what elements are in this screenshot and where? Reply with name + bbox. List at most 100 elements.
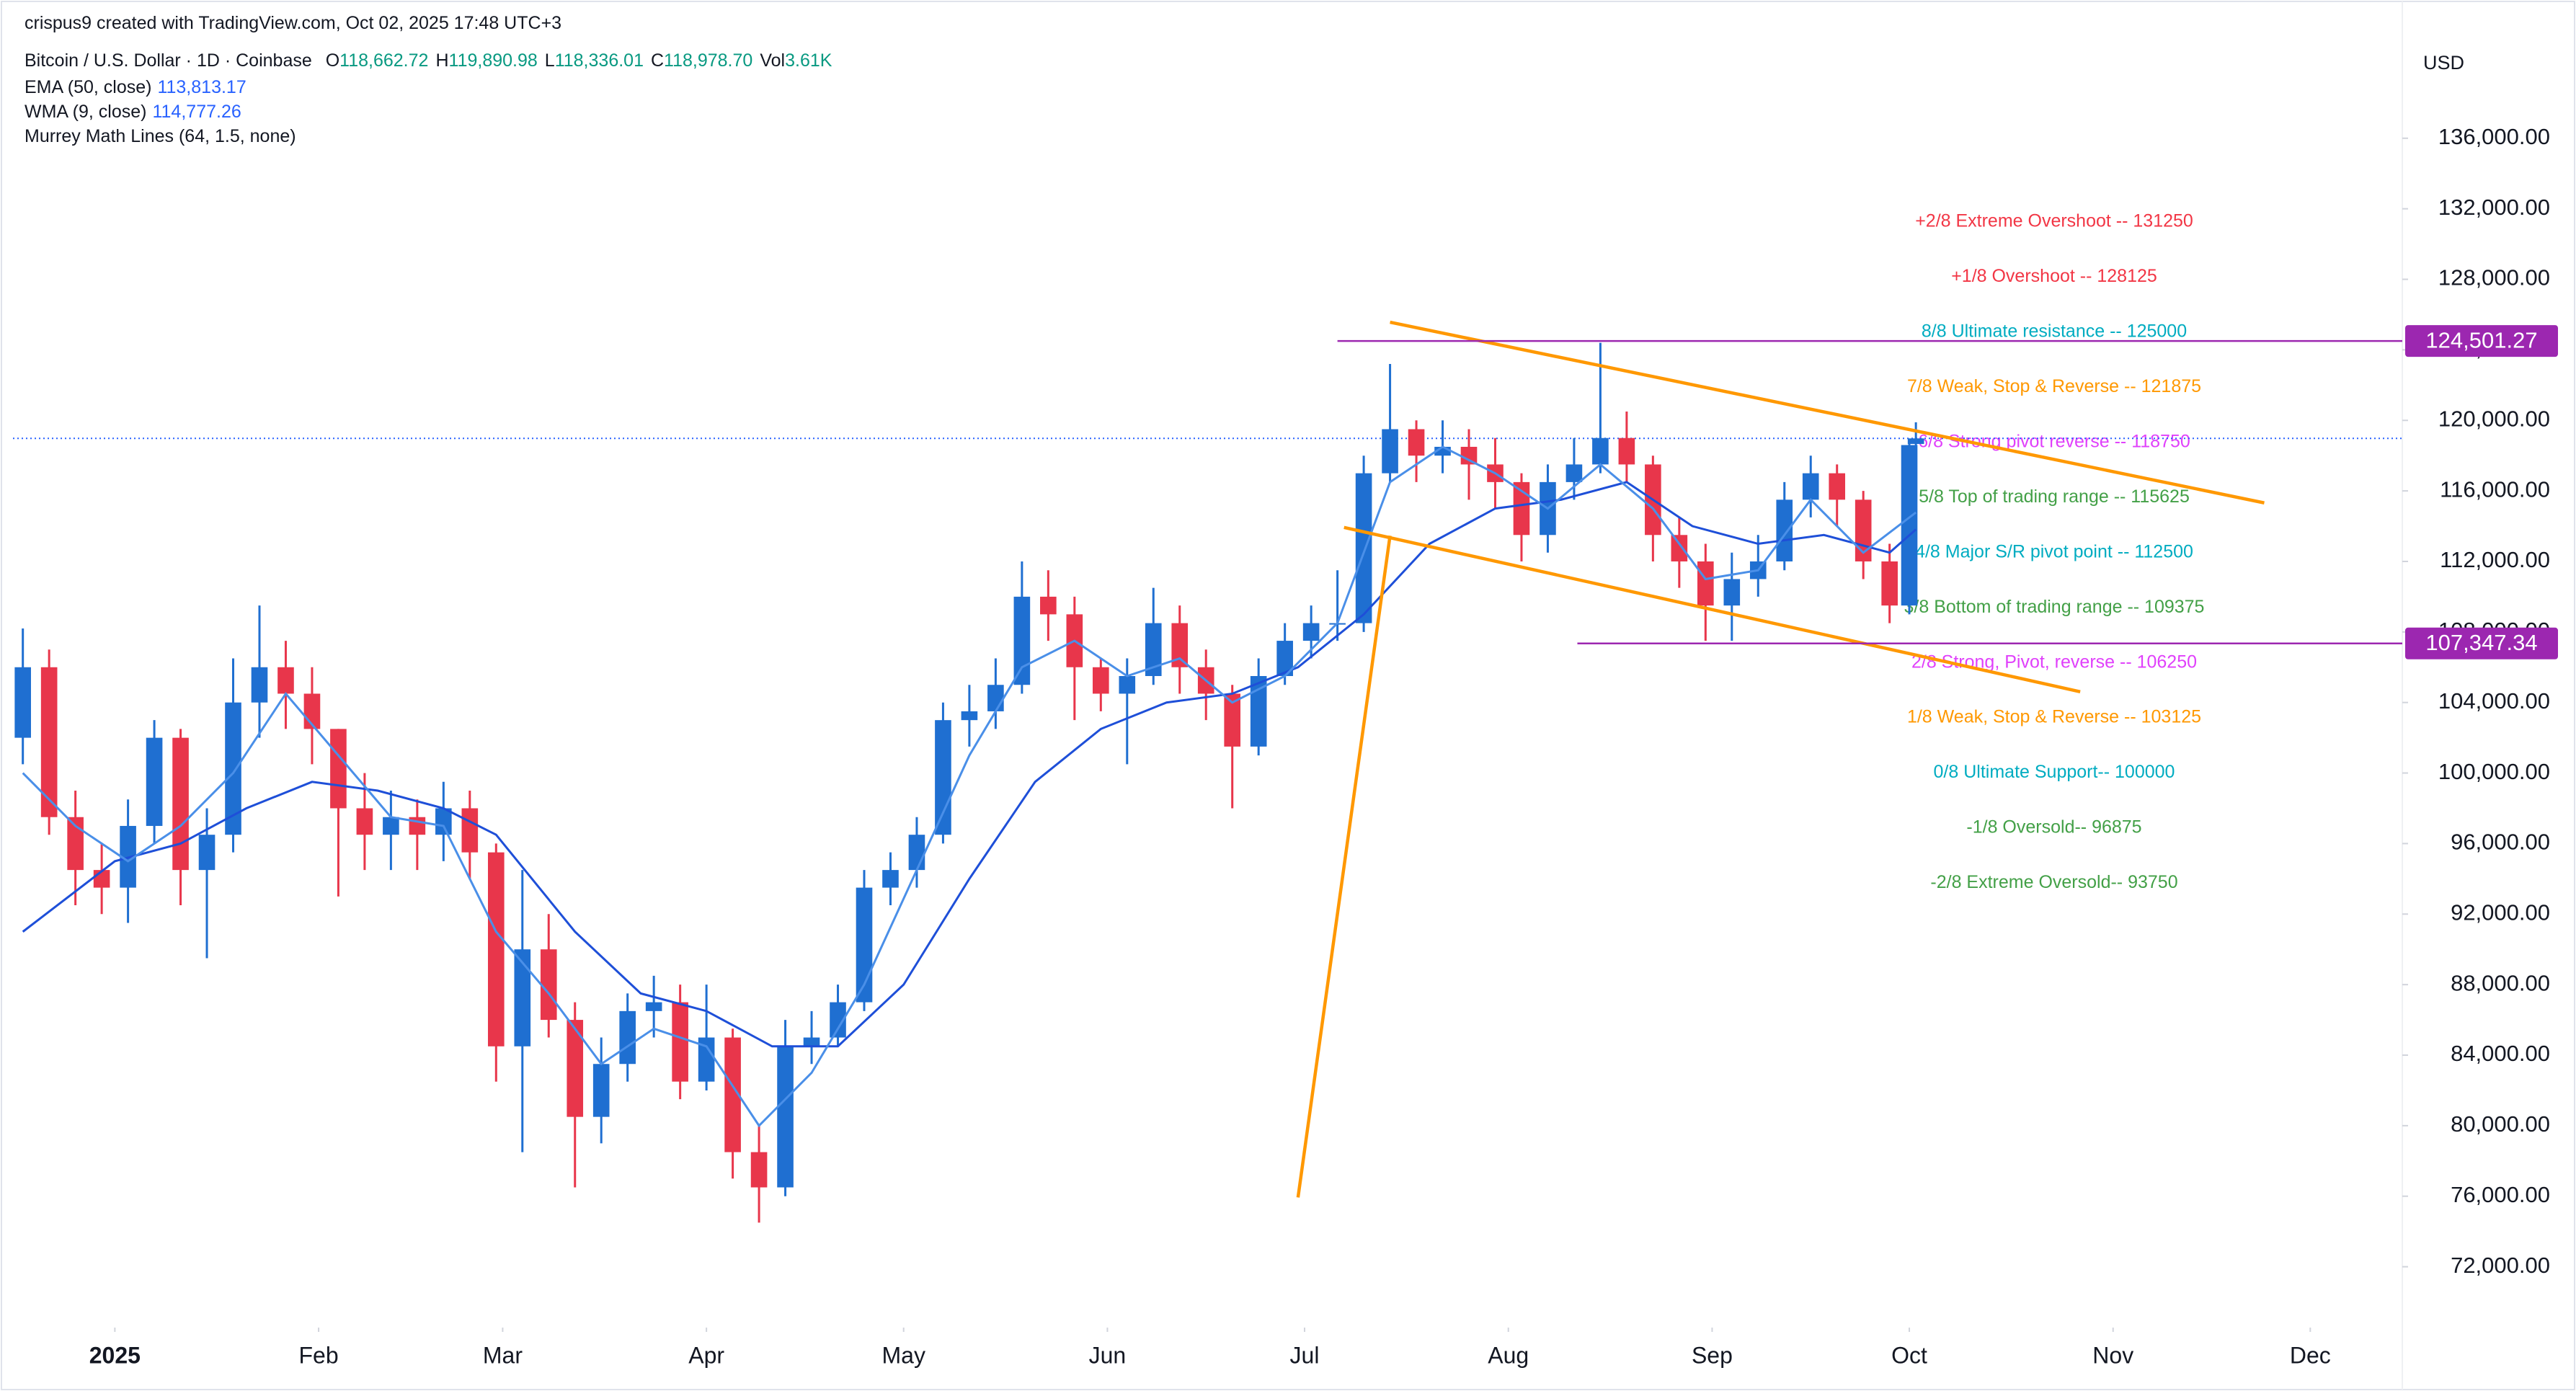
- candle-body: [935, 720, 951, 835]
- plot: +2/8 Extreme Overshoot -- 131250 +1/8 Ove…: [13, 211, 2402, 1223]
- candle-body: [567, 1020, 584, 1117]
- x-tick-label: Sep: [1692, 1342, 1733, 1368]
- ohlc-label: H: [435, 50, 449, 71]
- ohlc-label: Vol: [760, 50, 786, 71]
- candle-body: [40, 667, 58, 817]
- y-tick-label: 112,000.00: [2440, 547, 2550, 572]
- murrey-level: 3/8 Bottom of trading range -- 109375: [1904, 597, 2205, 617]
- murrey-level: 8/8 Ultimate resistance -- 125000: [1922, 321, 2187, 342]
- candle-body: [1565, 464, 1583, 482]
- moving-average: [22, 481, 1917, 1048]
- x-tick-label: 2025: [89, 1342, 141, 1368]
- y-tick-label: 136,000.00: [2438, 124, 2550, 149]
- ohlc-value: 118,978.70: [664, 50, 753, 71]
- symbol-line: Bitcoin / U.S. Dollar · 1D · Coinbase O 1…: [25, 50, 839, 71]
- candle-body: [1171, 623, 1189, 667]
- indicator-name: WMA (9, close): [25, 102, 147, 122]
- candle-body: [908, 835, 925, 871]
- candle-body: [383, 817, 399, 835]
- candle-body: [67, 817, 84, 871]
- candle-body: [146, 737, 163, 826]
- candle-body: [1040, 596, 1057, 615]
- candle-body: [672, 1002, 688, 1082]
- murrey-level: -2/8 Extreme Oversold-- 93750: [1930, 872, 2177, 892]
- candle-body: [619, 1010, 636, 1065]
- x-tick-label: Jun: [1089, 1342, 1127, 1368]
- candle-body: [698, 1037, 715, 1082]
- candle-body: [1092, 667, 1109, 694]
- candle-body: [777, 1046, 794, 1188]
- y-tick-label: 96,000.00: [2451, 830, 2550, 855]
- candle-body: [1355, 473, 1372, 623]
- candle-body: [645, 1002, 662, 1011]
- y-tick-label: 104,000.00: [2438, 688, 2550, 714]
- x-tick-label: Apr: [688, 1342, 724, 1368]
- candle-body: [1460, 446, 1478, 465]
- x-tick-label: Feb: [298, 1342, 338, 1368]
- indicator: Murrey Math Lines (64, 1.5, none): [25, 124, 296, 148]
- candle-body: [830, 1002, 846, 1038]
- candle-body: [356, 808, 373, 835]
- candle-body: [1723, 579, 1741, 606]
- murrey-level: +1/8 Overshoot -- 128125: [1951, 266, 2157, 286]
- price-label-box: [2405, 325, 2558, 357]
- trendline: [1343, 525, 2081, 693]
- murrey-level: -1/8 Oversold-- 96875: [1966, 817, 2141, 837]
- y-tick-label: 132,000.00: [2438, 195, 2550, 220]
- candle-body: [277, 667, 294, 694]
- candle-body: [1776, 499, 1793, 561]
- trendline: [1296, 535, 1392, 1198]
- indicator: WMA (9, close) 114,777.26: [25, 99, 296, 124]
- candle-body: [14, 667, 31, 738]
- candle-body: [750, 1152, 768, 1188]
- candle-body: [1145, 623, 1162, 677]
- indicator-name: Murrey Math Lines (64, 1.5, none): [25, 126, 296, 146]
- murrey-level: +2/8 Extreme Overshoot -- 131250: [1915, 211, 2193, 231]
- x-tick-label: Nov: [2092, 1342, 2133, 1368]
- candle-body: [724, 1037, 741, 1152]
- x-tick-label: Mar: [483, 1342, 523, 1368]
- x-tick-label: Aug: [1488, 1342, 1529, 1368]
- candle-body: [461, 808, 479, 853]
- ohlc-label: O: [325, 50, 340, 71]
- candle-body: [540, 949, 557, 1021]
- murrey-level: 7/8 Weak, Stop & Reverse -- 121875: [1907, 376, 2201, 396]
- x-tick-label: Jul: [1290, 1342, 1320, 1368]
- candle-body: [592, 1064, 610, 1117]
- murrey-level: 1/8 Weak, Stop & Reverse -- 103125: [1907, 707, 2201, 727]
- y-tick-label: 116,000.00: [2440, 476, 2550, 502]
- ohlc-label: L: [544, 50, 555, 71]
- candle-body: [1013, 596, 1031, 685]
- ohlc-label: C: [650, 50, 665, 71]
- candle-body: [1119, 676, 1136, 694]
- y-tick-label: 120,000.00: [2438, 406, 2550, 431]
- y-tick-label: 128,000.00: [2438, 265, 2550, 290]
- murrey-level: 2/8 Strong, Pivot, reverse -- 106250: [1911, 652, 2197, 672]
- x-tick-label: Oct: [1891, 1342, 1927, 1368]
- candle-body: [1513, 481, 1530, 535]
- candle-body: [93, 870, 110, 888]
- murrey-level: 4/8 Major S/R pivot point -- 112500: [1915, 541, 2193, 561]
- candle-body: [1250, 676, 1267, 747]
- indicators: EMA (50, close) 113,813.17 WMA (9, close) 1…: [25, 75, 296, 148]
- candle-body: [1408, 429, 1425, 456]
- candle-body: [198, 835, 216, 871]
- candle-body: [1382, 429, 1398, 474]
- candle-body: [1276, 641, 1293, 677]
- symbol: Bitcoin / U.S. Dollar · 1D · Coinbase: [25, 50, 312, 71]
- murrey-level: 5/8 Top of trading range -- 115625: [1919, 486, 2190, 507]
- ohlc-value: 118,336.01: [554, 50, 644, 71]
- candle-body: [1901, 445, 1918, 606]
- y-tick-label: 72,000.00: [2451, 1253, 2550, 1278]
- currency: USD: [2423, 52, 2465, 74]
- candle-body: [961, 711, 978, 721]
- candle-body: [1829, 473, 1846, 500]
- candle-body: [803, 1037, 820, 1046]
- candle-body: [1907, 438, 1924, 444]
- candle-body: [487, 852, 505, 1046]
- y-tick-label: 76,000.00: [2451, 1182, 2550, 1207]
- y-tick-label: 100,000.00: [2438, 759, 2550, 784]
